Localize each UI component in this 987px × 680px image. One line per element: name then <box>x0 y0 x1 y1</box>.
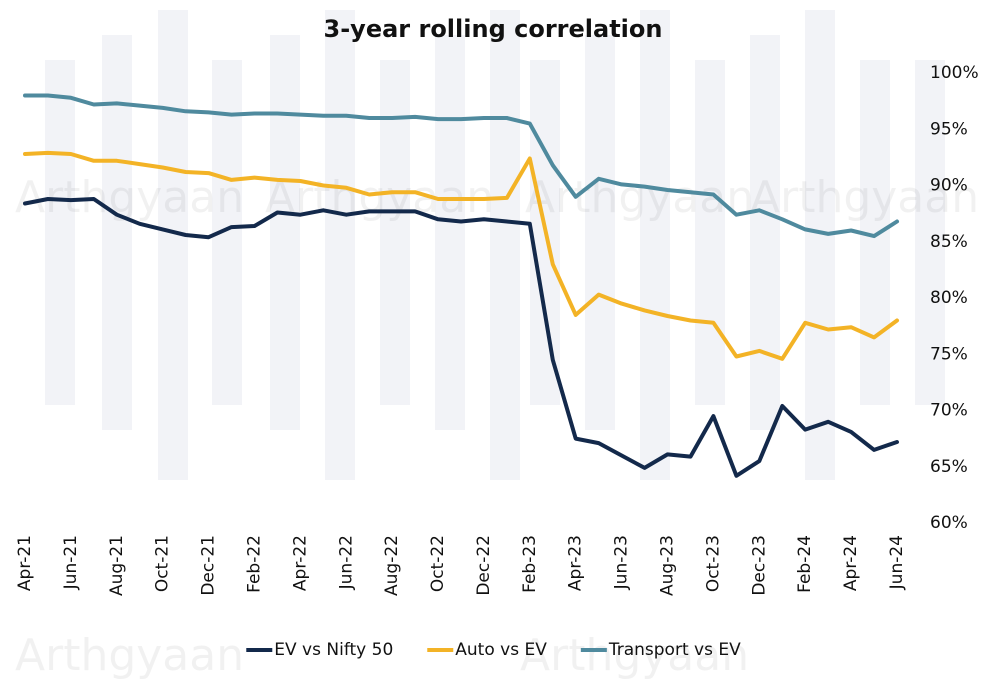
background-band <box>750 35 780 430</box>
background-band <box>45 60 75 405</box>
x-tick-label: Apr-22 <box>290 535 310 591</box>
watermark: Arthgyaan <box>520 630 749 680</box>
background-band <box>158 10 188 480</box>
y-tick-label: 90% <box>930 176 968 196</box>
x-tick-label: Apr-21 <box>15 535 35 591</box>
background-band <box>490 10 520 480</box>
legend-label: Transport vs EV <box>608 640 741 660</box>
x-tick-label: Aug-21 <box>107 535 127 596</box>
background-bands <box>45 10 945 480</box>
series-line <box>23 93 899 239</box>
background-band <box>585 35 615 430</box>
x-tick-label: Aug-22 <box>382 535 402 596</box>
x-tick-label: Dec-22 <box>474 535 494 596</box>
background-band <box>325 10 355 480</box>
x-tick-label: Apr-24 <box>841 535 861 591</box>
legend-label: EV vs Nifty 50 <box>274 640 393 660</box>
x-tick-label: Oct-22 <box>428 535 448 592</box>
y-tick-label: 100% <box>930 63 979 83</box>
y-tick-label: 80% <box>930 288 968 308</box>
x-tick-label: Oct-21 <box>153 535 173 592</box>
x-tick-label: Feb-24 <box>795 535 815 593</box>
series-line <box>23 150 899 361</box>
background-band <box>640 10 670 480</box>
background-band <box>915 60 945 405</box>
background-band <box>102 35 132 430</box>
background-band <box>435 35 465 430</box>
legend-label: Auto vs EV <box>455 640 547 660</box>
legend: EV vs Nifty 50 Auto vs EV Transport vs EV <box>246 640 741 660</box>
x-tick-label: Jun-22 <box>336 535 356 590</box>
x-tick-label: Aug-23 <box>658 535 678 596</box>
y-tick-label: 85% <box>930 232 968 252</box>
y-tick-label: 65% <box>930 457 968 477</box>
y-tick-label: 75% <box>930 344 968 364</box>
watermark: Arthgyaan <box>750 172 979 223</box>
x-tick-label: Jun-21 <box>61 535 81 590</box>
y-tick-label: 95% <box>930 119 968 139</box>
background-band <box>695 60 725 405</box>
y-tick-label: 70% <box>930 401 968 421</box>
x-tick-label: Apr-23 <box>566 535 586 591</box>
watermark: Arthgyaan <box>15 630 244 680</box>
background-band <box>270 35 300 430</box>
chart-title: 3-year rolling correlation <box>324 15 663 43</box>
x-tick-label: Dec-23 <box>749 535 769 596</box>
x-tick-label: Feb-23 <box>520 535 540 593</box>
y-tick-label: 60% <box>930 513 968 533</box>
x-tick-label: Feb-22 <box>244 535 264 593</box>
x-tick-label: Jun-23 <box>612 535 632 590</box>
x-tick-label: Dec-21 <box>199 535 219 596</box>
series-line <box>23 197 899 478</box>
background-band <box>380 60 410 405</box>
x-tick-label: Jun-24 <box>887 535 907 590</box>
background-band <box>805 10 835 480</box>
x-tick-label: Oct-23 <box>703 535 723 592</box>
